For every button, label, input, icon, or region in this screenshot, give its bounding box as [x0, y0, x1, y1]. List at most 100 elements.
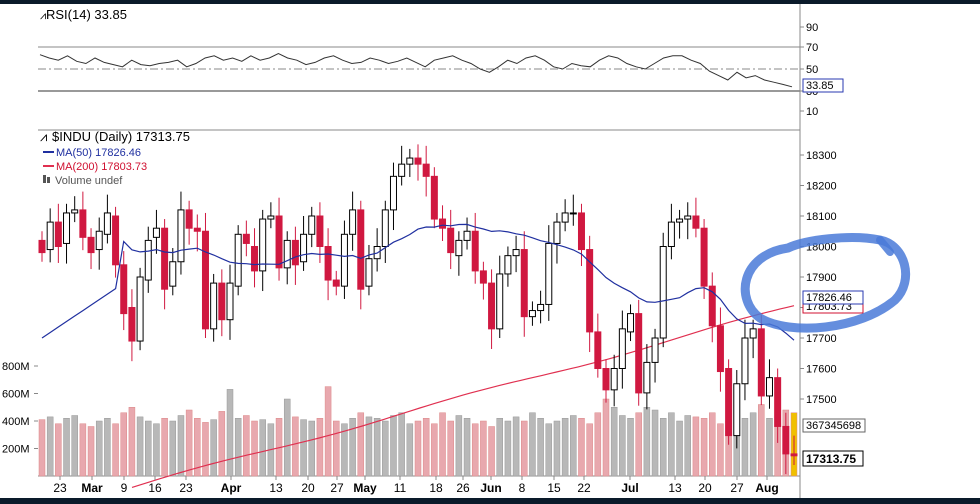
- volume-bar: [390, 415, 397, 477]
- candle-body: [324, 246, 332, 281]
- candle-body: [332, 279, 340, 287]
- volume-bar: [627, 418, 634, 477]
- volume-bar: [610, 407, 618, 477]
- volume-bar: [251, 420, 258, 477]
- ma200-series-line: [131, 305, 795, 488]
- candle-body: [406, 157, 414, 165]
- candle-body: [528, 310, 536, 318]
- volume-bar: [210, 419, 217, 477]
- candle-body: [569, 212, 577, 215]
- volume-bar: [46, 416, 54, 477]
- volume-bar: [145, 420, 152, 477]
- candle-body: [259, 218, 267, 272]
- candle-body: [651, 337, 659, 363]
- annotation-circle: [740, 233, 911, 333]
- volume-bar: [463, 418, 471, 477]
- x-tick-label: 23: [179, 481, 193, 495]
- price-ytick-label: 18200: [806, 181, 837, 193]
- volume-bar: [357, 412, 365, 477]
- volume-bar: [349, 418, 356, 477]
- volume-bar: [128, 407, 136, 477]
- volume-bar: [161, 418, 168, 477]
- candle-body: [267, 215, 275, 220]
- candle-body: [251, 246, 259, 272]
- volume-bar: [292, 416, 299, 477]
- candle-body: [749, 328, 757, 339]
- volume-bar: [63, 418, 70, 477]
- rsi-panel: RSI(14) 33.85 ⩘: [38, 7, 800, 92]
- volume-bar: [104, 418, 111, 477]
- x-tick-label: Mar: [81, 481, 103, 495]
- candle-body: [594, 331, 602, 369]
- volume-bar: [684, 415, 691, 477]
- volume-bar: [643, 407, 651, 477]
- volume-bar: [659, 418, 667, 477]
- x-tick-label: 22: [577, 481, 591, 495]
- candle-body: [471, 230, 479, 272]
- volume-bar: [382, 420, 389, 477]
- volume-ytick-label: 200M: [2, 444, 30, 456]
- volume-bar: [578, 418, 585, 477]
- volume-legend-icon: [43, 175, 46, 183]
- candle-body: [210, 282, 218, 330]
- volume-bar: [471, 423, 479, 477]
- candle-body: [414, 157, 422, 165]
- volume-bar: [87, 426, 95, 477]
- candle-body: [398, 163, 406, 177]
- volume-bar: [169, 420, 177, 477]
- candle-body: [381, 209, 389, 247]
- volume-bar: [741, 418, 749, 477]
- volume-bar: [194, 418, 201, 477]
- candle-body: [733, 383, 741, 437]
- x-tick-label: 23: [53, 481, 67, 495]
- volume-bar: [283, 398, 291, 477]
- volume-bar: [561, 418, 569, 477]
- candle-body: [700, 227, 708, 287]
- x-tick-label: 18: [429, 481, 443, 495]
- volume-bar: [488, 426, 495, 477]
- candle-body: [504, 255, 512, 275]
- candle-body: [561, 212, 569, 223]
- candle-body: [643, 361, 651, 394]
- candle-body: [684, 215, 692, 220]
- x-tick-label: 26: [456, 481, 470, 495]
- volume-ytick-label: 600M: [2, 389, 30, 401]
- rsi-ytick-label: 10: [806, 106, 818, 118]
- candle-body: [357, 209, 365, 290]
- candle-body: [479, 270, 487, 284]
- volume-bar: [447, 420, 454, 477]
- volume-bar: [120, 412, 127, 477]
- candle-body: [439, 218, 447, 229]
- x-tick-label: 15: [547, 481, 561, 495]
- candle-body: [577, 212, 585, 251]
- x-tick-label: 9: [121, 481, 128, 495]
- ma50-value-text: 17826.46: [806, 292, 852, 304]
- volume-bars: [38, 386, 798, 477]
- candle-body: [520, 249, 528, 318]
- candle-body: [610, 368, 618, 391]
- candle-body: [144, 239, 152, 281]
- candle-body: [300, 233, 308, 263]
- x-tick-label: 20: [301, 481, 315, 495]
- close-value-box-rect: [802, 450, 864, 467]
- volume-bar: [635, 412, 642, 477]
- ma50-legend-label: MA(50) 17826.46: [56, 147, 141, 159]
- candle-body: [95, 230, 103, 251]
- volume-bar: [439, 412, 446, 477]
- candle-body: [659, 246, 667, 339]
- rsi-line: [39, 53, 793, 88]
- x-tick-label: 20: [698, 481, 712, 495]
- candle-body: [349, 209, 357, 235]
- volume-bar: [243, 415, 250, 477]
- candle-body: [782, 425, 790, 455]
- volume-bar: [259, 419, 266, 477]
- candle-body: [430, 175, 438, 220]
- candle-body: [152, 227, 160, 238]
- volume-bar: [512, 416, 520, 477]
- candle-body: [365, 258, 373, 287]
- candle-body: [545, 242, 553, 305]
- candle-body: [389, 175, 397, 211]
- candle-body: [790, 453, 798, 457]
- candle-body: [618, 328, 626, 370]
